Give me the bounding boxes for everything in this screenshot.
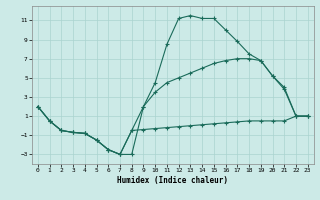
X-axis label: Humidex (Indice chaleur): Humidex (Indice chaleur)	[117, 176, 228, 185]
